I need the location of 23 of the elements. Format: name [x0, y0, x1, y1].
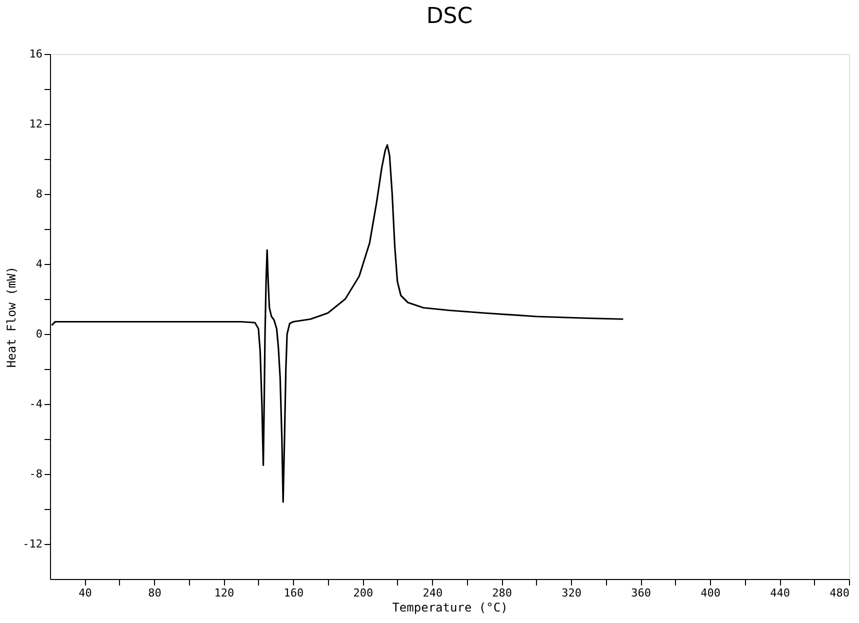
x-tick-label: 120	[214, 586, 234, 600]
x-tick-label: 80	[148, 586, 162, 600]
y-tick-label: -12	[22, 538, 42, 550]
y-tick-label: 16	[29, 48, 42, 60]
x-axis-title: Temperature (°C)	[392, 600, 508, 614]
y-tick-label: 0	[36, 328, 42, 340]
x-tick-label: 440	[770, 586, 790, 600]
x-tick-label: 280	[492, 586, 512, 600]
y-tick-label: 4	[36, 258, 43, 270]
x-tick-label: 240	[422, 586, 443, 600]
y-tick-label: 8	[36, 188, 42, 200]
y-tick-label: 12	[29, 118, 42, 130]
x-tick-label: 360	[631, 586, 652, 600]
x-tick-label: 320	[562, 586, 582, 600]
x-tick-label: 160	[284, 586, 304, 600]
y-axis-title: Heat Flow (mW)	[4, 266, 19, 368]
y-tick-label: -4	[29, 398, 43, 410]
x-tick-label: 200	[353, 586, 374, 600]
x-tick-label: 480	[830, 586, 850, 600]
x-tick-label: 400	[700, 586, 720, 600]
x-tick-label: 40	[78, 586, 92, 600]
y-tick-label: -8	[29, 468, 42, 480]
chart-title: DSC	[426, 4, 473, 29]
